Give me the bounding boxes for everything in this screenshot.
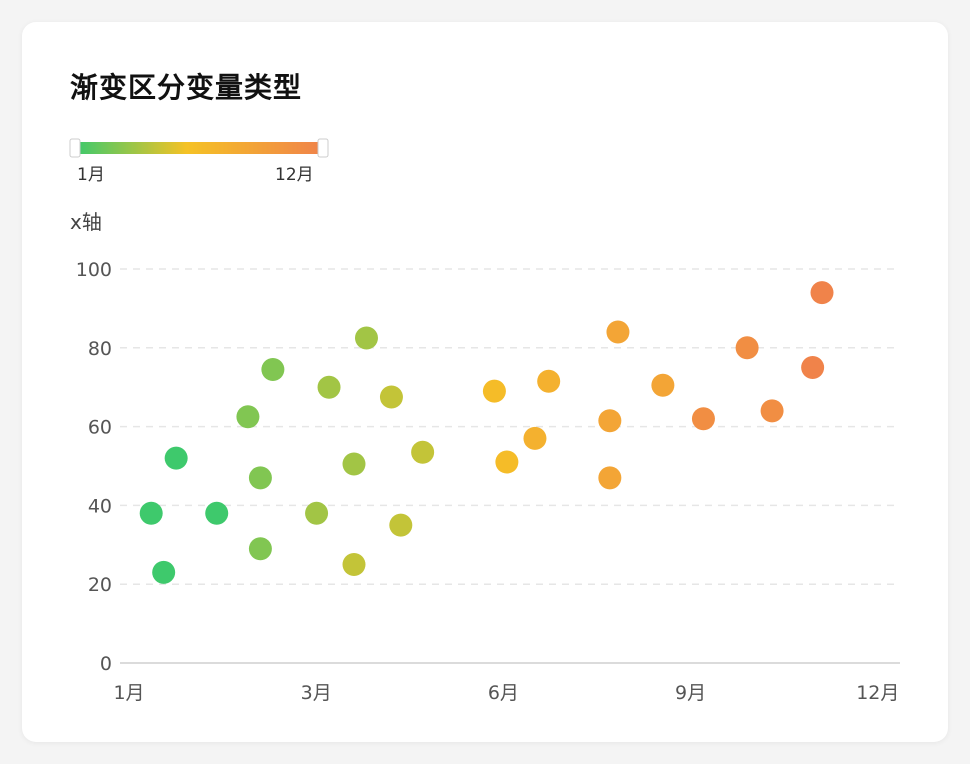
x-tick-label: 9月 — [675, 682, 706, 704]
scatter-point[interactable] — [305, 501, 329, 525]
scatter-point[interactable] — [598, 409, 622, 433]
scatter-point[interactable] — [735, 336, 759, 360]
scatter-point[interactable] — [482, 379, 506, 403]
axes: 0 20 40 60 80 100 1月 3月 6月 9月 12月 — [76, 259, 900, 704]
scatter-point[interactable] — [342, 452, 366, 476]
legend-min-label: 1月 — [77, 165, 105, 185]
x-tick-label: 3月 — [301, 682, 332, 704]
scatter-point[interactable] — [139, 501, 163, 525]
scatter-point[interactable] — [801, 356, 825, 379]
scatter-point[interactable] — [317, 375, 341, 399]
legend-handle-max[interactable] — [317, 138, 329, 158]
scatter-point[interactable] — [760, 399, 784, 423]
scatter-point[interactable] — [389, 513, 413, 537]
x-tick-label: 12月 — [856, 682, 899, 704]
x-tick-label: 1月 — [113, 682, 144, 704]
y-tick-label: 20 — [88, 574, 112, 596]
scatter-point[interactable] — [236, 405, 260, 429]
scatter-point[interactable] — [537, 369, 561, 393]
data-points — [139, 281, 834, 584]
scatter-point[interactable] — [495, 450, 519, 474]
scatter-point[interactable] — [411, 440, 435, 464]
y-tick-label: 0 — [100, 653, 112, 675]
y-tick-label: 80 — [88, 338, 112, 360]
y-tick-label: 40 — [88, 495, 112, 517]
scatter-point[interactable] — [598, 466, 622, 490]
scatter-point[interactable] — [651, 373, 675, 397]
grid-lines — [120, 268, 894, 585]
scatter-point[interactable] — [248, 466, 272, 490]
x-tick-label: 6月 — [488, 682, 519, 704]
scatter-point[interactable] — [205, 501, 229, 525]
scatter-point[interactable] — [691, 407, 715, 431]
scatter-point[interactable] — [379, 385, 403, 409]
scatter-point[interactable] — [152, 560, 176, 584]
legend-max-label: 12月 — [275, 165, 314, 185]
scatter-point[interactable] — [606, 320, 630, 344]
scatter-point[interactable] — [810, 281, 834, 305]
scatter-point[interactable] — [354, 326, 378, 350]
scatter-point[interactable] — [523, 426, 547, 450]
y-axis-title: x轴 — [70, 210, 102, 234]
legend-gradient-bar — [76, 142, 322, 154]
scatter-point[interactable] — [261, 357, 285, 381]
scatter-point[interactable] — [164, 446, 188, 470]
scatter-point[interactable] — [248, 537, 272, 561]
y-tick-label: 100 — [76, 259, 112, 281]
legend-handle-min[interactable] — [69, 138, 81, 158]
scatter-point[interactable] — [342, 553, 366, 576]
y-tick-label: 60 — [88, 417, 112, 439]
color-legend[interactable]: 1月 12月 — [69, 138, 329, 185]
chart-title: 渐变区分变量类型 — [70, 71, 303, 104]
